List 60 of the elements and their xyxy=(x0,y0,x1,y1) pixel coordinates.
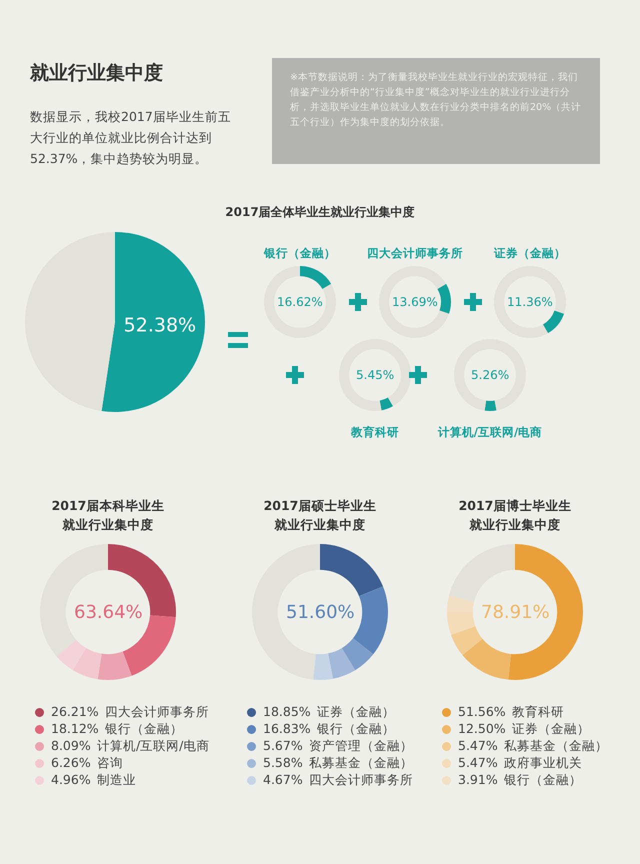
text: ※本节数据说明：为了衡量我校毕业生就业行业的宏观特征，我们借鉴产业分析中的“行业集中度”概念对毕业生的就业行业进行分析，并选取毕业生单位就业人数在行业分类中排名的前20%（共计五个行业）作为集中度的划分依据。 xyxy=(272,58,600,164)
chart-title: 2017届本科毕业生 xyxy=(50,497,166,515)
text: 11.36% xyxy=(507,295,553,309)
donut-slice xyxy=(98,652,132,680)
donut-slice xyxy=(437,284,451,314)
chart-subtitle: 就业行业集中度 xyxy=(273,516,366,534)
text: 16.62% xyxy=(277,295,323,309)
donut-slice xyxy=(339,339,411,411)
donut-slice xyxy=(454,339,526,411)
donut-slice xyxy=(342,638,374,670)
donut-slice xyxy=(542,310,564,334)
chart-subtitle: 就业行业集中度 xyxy=(468,516,562,534)
legend-label: 5.47% 私募基金（金融） xyxy=(458,738,608,755)
donut-slice xyxy=(353,586,388,654)
legend-label: 4.67% 四大会计师事务所 xyxy=(263,772,413,789)
donut-slice xyxy=(300,266,332,289)
text: 教育科研 xyxy=(350,425,399,440)
legend-label: 4.96% 制造业 xyxy=(51,772,136,789)
legend-label: 8.09% 计算机/互联网/电商 xyxy=(51,738,210,755)
text: 就业行业集中度 xyxy=(30,61,163,86)
legend-label: 6.26% 咨询 xyxy=(51,755,123,772)
donut-slice xyxy=(494,266,566,338)
text: 5.26% xyxy=(471,368,510,382)
legend-label: 18.12% 银行（金融） xyxy=(51,721,183,738)
chart-title: 四大会计师事务所 xyxy=(367,246,463,260)
donut-slice xyxy=(264,266,336,338)
chart-title: 2017届博士毕业生 xyxy=(458,497,572,515)
chart-subtitle: 就业行业集中度 xyxy=(61,516,154,534)
text: 2017届全体毕业生就业行业集中度 xyxy=(225,205,415,220)
donut-slice xyxy=(484,400,496,411)
legend-label: 3.91% 银行（金融） xyxy=(458,772,582,789)
text: 78.91% xyxy=(481,602,550,623)
legend-label: 26.21% 四大会计师事务所 xyxy=(51,704,209,721)
donut-slice xyxy=(328,648,356,679)
legend-label: 12.50% 证券（金融） xyxy=(458,721,590,738)
donut-slice xyxy=(380,397,393,410)
chart-title: 证券（金融） xyxy=(493,246,566,260)
text: 63.64% xyxy=(74,602,143,623)
donut-slice xyxy=(313,653,334,680)
legend-label: 5.58% 私募基金（金融） xyxy=(263,755,413,772)
chart-title: 2017届硕士毕业生 xyxy=(262,497,378,515)
legend-label: 51.56% 教育科研 xyxy=(458,704,564,721)
text: 13.69% xyxy=(392,295,438,309)
chart-title: 银行（金融） xyxy=(263,246,336,260)
data-label: 52.38% xyxy=(124,314,196,336)
donut-slice xyxy=(462,638,511,680)
pie-slice xyxy=(25,232,115,411)
text: 51.60% xyxy=(286,602,355,623)
donut-slice xyxy=(320,544,383,596)
text: 数据显示，我校2017届毕业生前五大行业的单位就业比例合计达到52.37%，集中趋势较为明显。 xyxy=(30,108,232,168)
text: 5.45% xyxy=(356,368,394,382)
legend-label: 16.83% 银行（金融） xyxy=(263,721,395,738)
legend-label: 18.85% 证券（金融） xyxy=(263,704,395,721)
donut-slice xyxy=(379,266,450,338)
donut-slice xyxy=(450,626,482,656)
pie-slice xyxy=(102,232,205,412)
legend-label: 5.67% 资产管理（金融） xyxy=(263,738,413,755)
legend-label: 5.47% 政府事业机关 xyxy=(458,755,582,772)
donut-slice xyxy=(449,544,515,602)
text: 计算机/互联网/电商 xyxy=(436,425,542,440)
